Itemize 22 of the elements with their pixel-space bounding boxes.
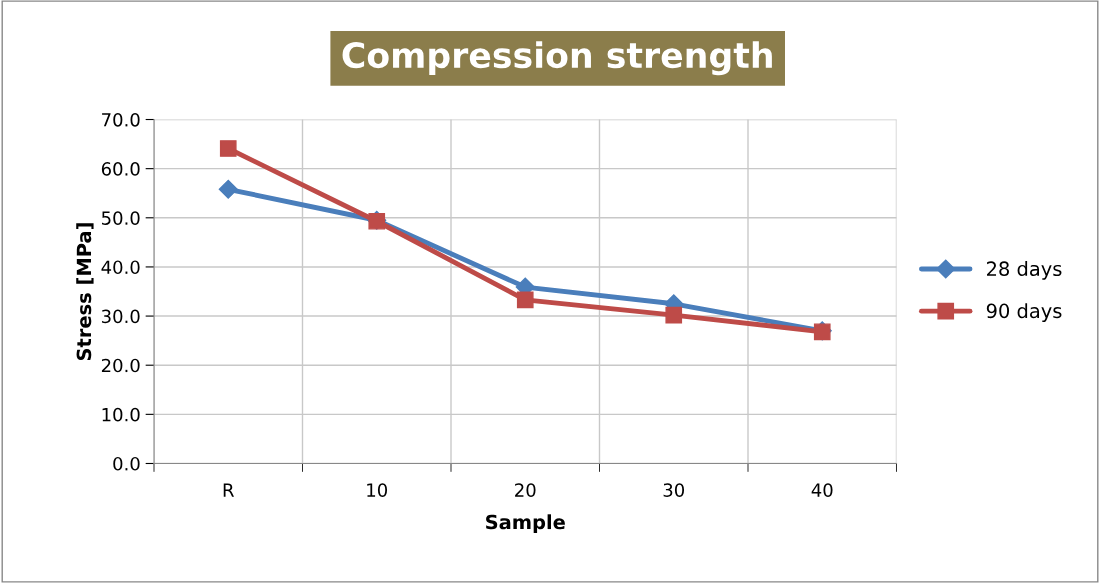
- point: [665, 306, 683, 324]
- y-tick-label: 60.0: [101, 162, 140, 176]
- y-tick-label: 70.0: [102, 112, 140, 127]
- x-tick-label: 20: [515, 483, 536, 497]
- y-tick-label: 30.0: [101, 309, 140, 324]
- y-tick-label: 40.0: [101, 260, 140, 275]
- chart-title: Compression strength: [342, 41, 772, 76]
- x-tick-label: 40: [811, 483, 833, 497]
- point: [516, 291, 534, 309]
- x-tick-label: 10: [367, 483, 388, 497]
- y-axis-title: Stress [MPa]: [76, 223, 94, 361]
- y-tick-label: 10.0: [102, 407, 140, 422]
- point: [219, 140, 237, 157]
- x-tick-label: 30: [663, 483, 685, 497]
- y-tick-label: 0.0: [113, 456, 140, 471]
- y-tick-label: 20.0: [101, 358, 140, 373]
- y-tick-label: 50.0: [102, 211, 140, 225]
- legend-label: 28 days: [987, 261, 1062, 280]
- legend-label: 90 days: [986, 303, 1062, 322]
- point: [218, 179, 238, 199]
- x-axis-title: Sample: [486, 514, 565, 534]
- x-tick-label: R: [223, 483, 234, 497]
